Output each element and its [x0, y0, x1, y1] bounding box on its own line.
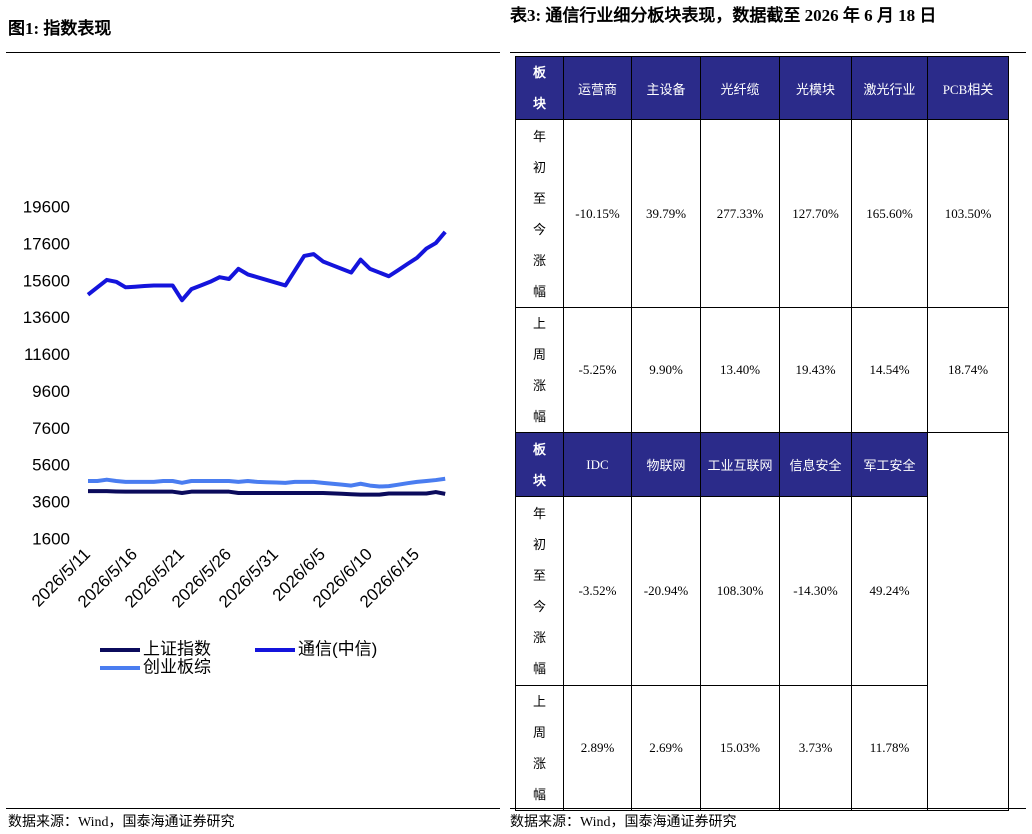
table-cell: 15.03% — [700, 685, 780, 811]
table-cell: 127.70% — [779, 119, 852, 308]
table-cell: -3.52% — [563, 496, 632, 686]
table-cell: 光纤缆 — [700, 56, 780, 120]
header-row: 板块 运营商 主设备 光纤缆 光模块 激光行业 PCB相关 — [515, 56, 1009, 120]
y-tick-label: 13600 — [23, 308, 70, 327]
figure-title: 图1: 指数表现 — [8, 19, 112, 38]
series-line — [86, 230, 447, 303]
table-cell: 165.60% — [851, 119, 928, 308]
table-cell: 108.30% — [700, 496, 780, 686]
table-cell: 9.90% — [631, 307, 701, 433]
table-cell: 277.33% — [700, 119, 780, 308]
table-cell: 板块 — [515, 56, 564, 120]
table-cell: 14.54% — [851, 307, 928, 433]
table-cell: 信息安全 — [779, 432, 852, 497]
table-cell: 49.24% — [851, 496, 928, 686]
table-row: 上周涨幅 2.89% 2.69% 15.03% 3.73% 11.78% — [515, 685, 1009, 811]
table-cell: 19.43% — [779, 307, 852, 433]
table-cell: 2.69% — [631, 685, 701, 811]
source: 数据来源：Wind，国泰海通证券研究 — [510, 815, 737, 830]
y-tick-label: 9600 — [32, 382, 70, 401]
chart: 1600 3600 5600 7600 9600 11600 13600 15600 17600… — [23, 197, 447, 676]
source: 数据来源：Wind，国泰海通证券研究 — [8, 815, 235, 830]
table-cell: 主设备 — [631, 56, 701, 120]
y-tick-label: 19600 — [23, 197, 70, 216]
table-cell: 物联网 — [631, 432, 701, 497]
y-tick-label: 1600 — [32, 529, 70, 548]
y-tick-label: 17600 — [23, 234, 70, 253]
legend-label: 上证指数 — [143, 639, 211, 658]
y-tick-label: 11600 — [24, 345, 70, 364]
table-cell: 3.73% — [779, 685, 852, 811]
table-cell: 2.89% — [563, 685, 632, 811]
table-title: 表3: 通信行业细分板块表现，数据截至 2026 年 6 月 18 日 — [510, 6, 937, 25]
table-cell: 光模块 — [779, 56, 852, 120]
legend-label: 通信(中信) — [298, 639, 377, 658]
table-cell: 激光行业 — [851, 56, 928, 120]
table-row: 年初至今涨幅 -10.15% 39.79% 277.33% 127.70% 165.60%… — [515, 119, 1009, 308]
table-cell: 军工安全 — [851, 432, 928, 497]
table-cell: -20.94% — [631, 496, 701, 686]
table-cell: -10.15% — [563, 119, 632, 308]
table-cell: -5.25% — [563, 307, 632, 433]
table-cell: -14.30% — [779, 496, 852, 686]
y-tick-label: 15600 — [23, 271, 70, 290]
table-cell: 工业互联网 — [700, 432, 780, 497]
table-cell: 年初至今涨幅 — [515, 119, 564, 308]
legend-label: 创业板综 — [143, 657, 211, 676]
rule — [6, 808, 500, 809]
table-cell: 18.74% — [927, 307, 1009, 433]
empty-cell — [927, 432, 1009, 811]
rule — [6, 52, 500, 53]
table-cell: 板块 — [515, 432, 564, 497]
rule — [510, 808, 1026, 809]
table-cell: 上周涨幅 — [515, 307, 564, 433]
header-row: 板块 IDC 物联网 工业互联网 信息安全 军工安全 — [515, 432, 1009, 811]
rule — [510, 52, 1026, 53]
series-line — [88, 476, 446, 489]
table-cell: 11.78% — [851, 685, 928, 811]
table-row: 上周涨幅 -5.25% 9.90% 13.40% 19.43% 14.54% 18.74% — [515, 307, 1009, 433]
table-cell: 上周涨幅 — [515, 685, 564, 811]
table-row: 年初至今涨幅 -3.52% -20.94% 108.30% -14.30% 49.24% — [515, 496, 1009, 686]
y-tick-label: 5600 — [32, 456, 70, 475]
table-cell: 39.79% — [631, 119, 701, 308]
table-cell: 13.40% — [700, 307, 780, 433]
table: 板块 运营商 主设备 光纤缆 光模块 激光行业 PCB相关 年初至今涨幅 -10.15% 39.7… — [515, 56, 1009, 811]
table-cell: 年初至今涨幅 — [515, 496, 564, 686]
series-line — [88, 489, 446, 497]
table-cell: 103.50% — [927, 119, 1009, 308]
table-cell: 运营商 — [563, 56, 632, 120]
y-tick-label: 3600 — [32, 493, 70, 512]
y-tick-label: 7600 — [32, 419, 70, 438]
table-cell: PCB相关 — [927, 56, 1009, 120]
table-cell: IDC — [563, 432, 632, 497]
